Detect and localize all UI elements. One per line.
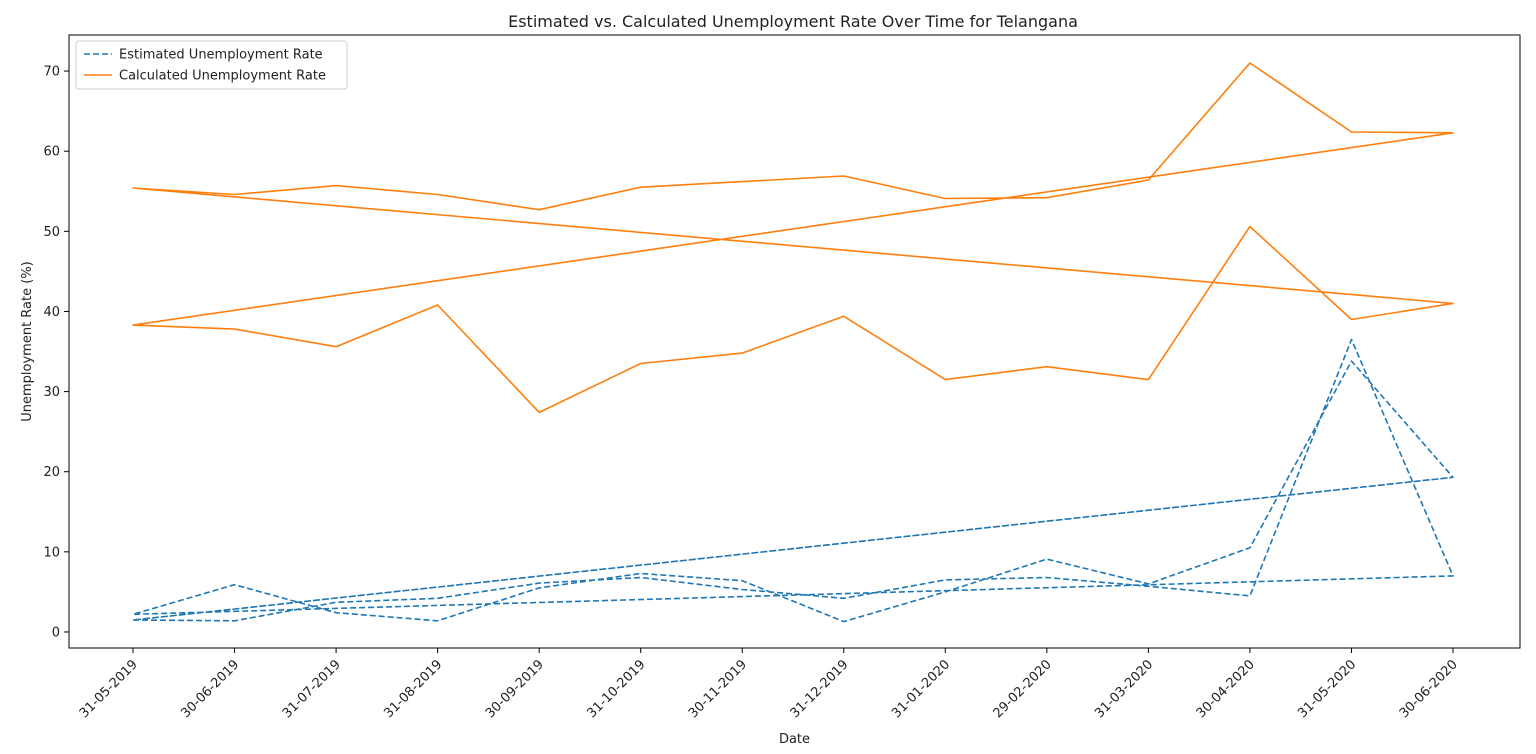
plot-frame [68,34,1521,649]
x-tick-label: 31-03-2020 [1092,657,1156,721]
y-tick-label: 40 [43,305,60,320]
x-tick-label: 31-05-2019 [77,657,141,721]
legend-label: Estimated Unemployment Rate [119,48,323,63]
x-tick-label: 30-04-2020 [1194,657,1258,721]
x-tick-label: 31-08-2019 [381,657,445,721]
legend-label: Calculated Unemployment Rate [119,69,326,84]
y-tick-label: 10 [43,545,60,560]
x-tick-label: 30-06-2019 [178,657,242,721]
y-tick-label: 50 [43,225,60,240]
y-tick-label: 30 [43,385,60,400]
y-axis: 0 10 20 30 40 50 60 70 [43,65,69,640]
series-line-estimated [132,338,1454,623]
chart-title: Estimated vs. Calculated Unemployment Ra… [508,12,1078,31]
x-tick-label: 31-12-2019 [788,657,852,721]
x-tick-label: 31-10-2019 [584,657,648,721]
x-tick-label: 29-02-2020 [991,657,1055,721]
y-tick-label: 70 [43,65,60,80]
x-tick-label: 31-05-2020 [1295,657,1359,721]
plot-area [132,62,1454,623]
y-tick-label: 20 [43,465,60,480]
x-axis-title: Date [779,732,810,747]
series-line-calculated [132,62,1454,414]
x-tick-label: 30-09-2019 [483,657,547,721]
legend: Estimated Unemployment Rate Calculated Un… [75,40,348,90]
x-axis: 31-05-2019 30-06-2019 31-07-2019 31-08-2019… [77,648,1461,721]
legend-box [75,40,348,90]
x-tick-label: 31-01-2020 [889,657,953,721]
y-tick-label: 60 [43,145,60,160]
y-axis-title: Unemployment Rate (%) [20,261,35,422]
x-tick-label: 30-11-2019 [686,657,750,721]
y-tick-label: 0 [52,625,60,640]
x-tick-label: 30-06-2020 [1397,657,1461,721]
x-tick-label: 31-07-2019 [280,657,344,721]
